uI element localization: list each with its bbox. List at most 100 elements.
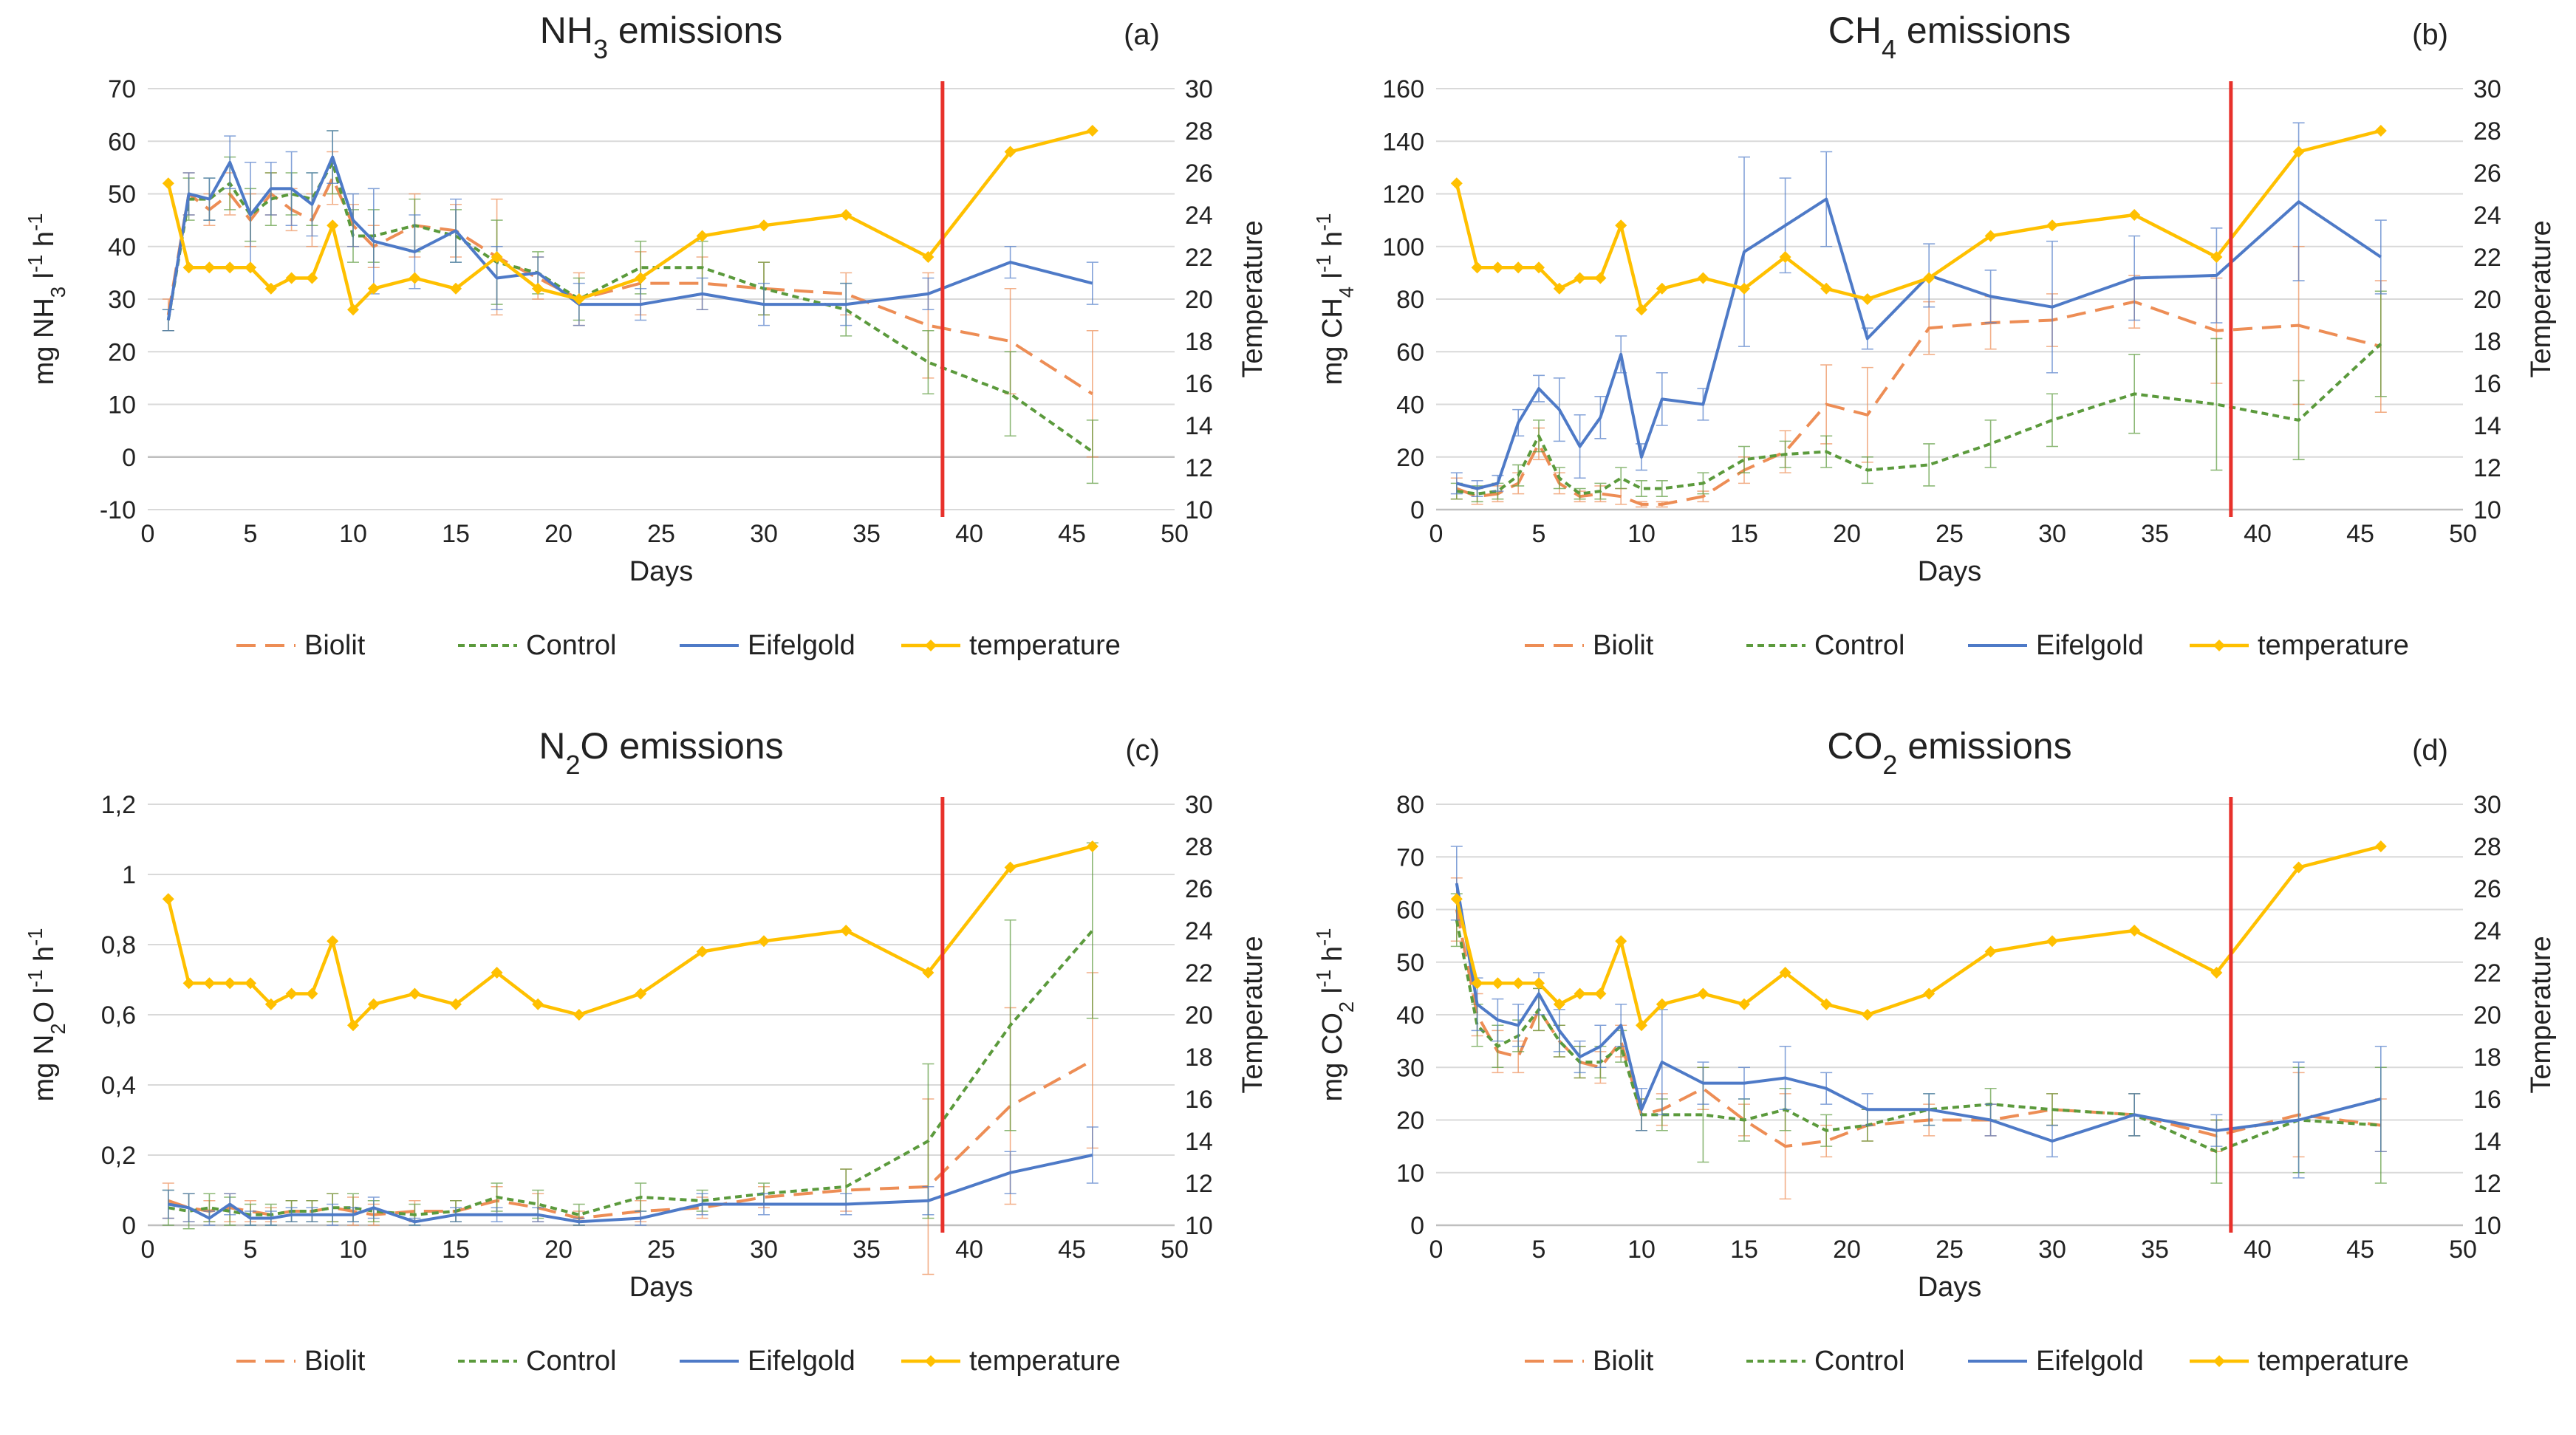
error-bar xyxy=(1738,445,1750,473)
chart-panel-a: -10 0 10 20 30 40 50 60 70 10 12 14 16 18 20 22 24 26 28 30… xyxy=(0,0,1288,716)
temperature-point xyxy=(264,282,277,295)
temperature-point xyxy=(1820,998,1833,1010)
temperature-point xyxy=(573,293,585,305)
legend-item-control: Control xyxy=(458,630,617,661)
y-tick-label: 40 xyxy=(1396,1001,1424,1030)
y-tick-label: 70 xyxy=(108,75,136,103)
temperature-point xyxy=(1492,977,1504,990)
legend-label: Eifelgold xyxy=(2036,1346,2144,1377)
y2-tick-label: 18 xyxy=(1185,328,1213,356)
y-tick-label: 30 xyxy=(108,286,136,314)
x-tick-label: 30 xyxy=(2038,1236,2066,1264)
temperature-point xyxy=(1738,282,1750,295)
temperature-point xyxy=(1615,219,1627,232)
chart-panel-d: 0 10 20 30 40 50 60 70 80 10 12 14 16 18 20 22 24 26 28 30 0… xyxy=(1288,716,2576,1431)
temperature-point xyxy=(922,967,935,979)
y2-tick-label: 22 xyxy=(2473,959,2501,987)
temperature-point xyxy=(2046,935,2058,948)
y2-tick-label: 10 xyxy=(2473,1212,2501,1240)
x-tick-label: 50 xyxy=(2449,520,2477,548)
series-line xyxy=(1455,129,2382,312)
temperature-point xyxy=(573,1009,585,1021)
temperature-point xyxy=(758,219,770,232)
y2-tick-label: 18 xyxy=(2473,1044,2501,1072)
x-tick-label: 35 xyxy=(2141,520,2169,548)
series-line xyxy=(1456,300,2382,506)
legend-label: Control xyxy=(1814,630,1905,661)
legend-item-biolit: Biolit xyxy=(236,630,366,661)
temperature-point xyxy=(1594,272,1607,284)
temperature-point xyxy=(1004,145,1017,158)
legend-label: Eifelgold xyxy=(748,630,855,661)
temperature-point xyxy=(840,925,853,936)
y-tick-label: 0 xyxy=(1410,496,1424,524)
error-bar xyxy=(1086,261,1099,305)
temperature-point xyxy=(1471,261,1483,274)
temperature-point xyxy=(2374,840,2387,852)
series-biolit xyxy=(1450,877,2387,1200)
temperature-point xyxy=(224,977,236,990)
chart-svg-c: 0 0,2 0,4 0,6 0,8 1 1,2 10 12 14 16 18 20 22 24 26 28 30 0… xyxy=(24,725,1269,1377)
temperature-point xyxy=(306,987,318,1000)
temperature-point xyxy=(1004,861,1017,874)
y2-tick-label: 24 xyxy=(2473,202,2501,230)
y2-tick-label: 28 xyxy=(1185,833,1213,861)
x-axis-label: Days xyxy=(629,1272,694,1303)
series-line xyxy=(1455,844,2382,1027)
y-tick-label: 100 xyxy=(1382,233,1424,261)
x-tick-label: 40 xyxy=(2244,1236,2272,1264)
temperature-point xyxy=(450,998,462,1010)
temperature-point xyxy=(2128,925,2141,936)
x-tick-label: 20 xyxy=(1833,1236,1861,1264)
legend-item-eifelgold: Eifelgold xyxy=(1968,630,2144,661)
panel-label: (d) xyxy=(2412,734,2448,767)
y2-tick-label: 12 xyxy=(1185,454,1213,482)
x-tick-label: 30 xyxy=(750,520,778,548)
error-bar xyxy=(1923,443,1936,487)
legend-label: Biolit xyxy=(1593,630,1654,661)
legend-label: Control xyxy=(526,630,617,661)
x-tick-label: 15 xyxy=(442,1236,470,1264)
temperature-point xyxy=(224,261,236,274)
x-tick-label: 40 xyxy=(2244,520,2272,548)
series-eifelgold xyxy=(1450,846,2387,1179)
y2-tick-label: 10 xyxy=(2473,496,2501,524)
legend-label: Eifelgold xyxy=(748,1346,855,1377)
series-line xyxy=(166,160,1093,453)
y2-tick-label: 18 xyxy=(2473,328,2501,356)
legend-item-eifelgold: Eifelgold xyxy=(1968,1346,2144,1377)
error-bar xyxy=(1656,480,1668,497)
y2-axis-label: Temperature xyxy=(1237,220,1268,377)
y-axis-label: mg N2O l-1 h-1 xyxy=(24,928,69,1102)
y-tick-label: 0 xyxy=(1410,1212,1424,1240)
y-tick-label: 50 xyxy=(108,181,136,209)
temperature-point xyxy=(1984,945,1997,958)
y2-tick-label: 24 xyxy=(1185,202,1213,230)
y2-tick-label: 30 xyxy=(1185,791,1213,819)
temperature-point xyxy=(2046,219,2058,232)
legend-item-eifelgold: Eifelgold xyxy=(680,630,855,661)
legend-label: Eifelgold xyxy=(2036,630,2144,661)
y-tick-label: 10 xyxy=(1396,1160,1424,1188)
temperature-point xyxy=(347,304,359,316)
y-tick-label: 160 xyxy=(1382,75,1424,103)
y-tick-label: 30 xyxy=(1396,1054,1424,1082)
x-tick-label: 15 xyxy=(442,520,470,548)
error-bar xyxy=(2374,290,2387,397)
chart-title: N2O emissions xyxy=(539,725,783,780)
temperature-point xyxy=(758,935,770,948)
legend-item-eifelgold: Eifelgold xyxy=(680,1346,855,1377)
y-tick-label: -10 xyxy=(100,496,136,524)
error-bar xyxy=(922,329,935,395)
temperature-point xyxy=(182,261,195,274)
series-eifelgold xyxy=(162,1126,1099,1226)
series-line xyxy=(1455,909,2382,1148)
temperature-point xyxy=(491,251,503,263)
error-bar xyxy=(1086,419,1099,484)
temperature-point xyxy=(1574,987,1586,1000)
x-axis-label: Days xyxy=(1918,1272,1982,1303)
x-tick-label: 50 xyxy=(2449,1236,2477,1264)
y-tick-label: 0 xyxy=(122,1212,136,1240)
y2-tick-label: 28 xyxy=(2473,117,2501,145)
panel-label: (b) xyxy=(2412,18,2448,51)
